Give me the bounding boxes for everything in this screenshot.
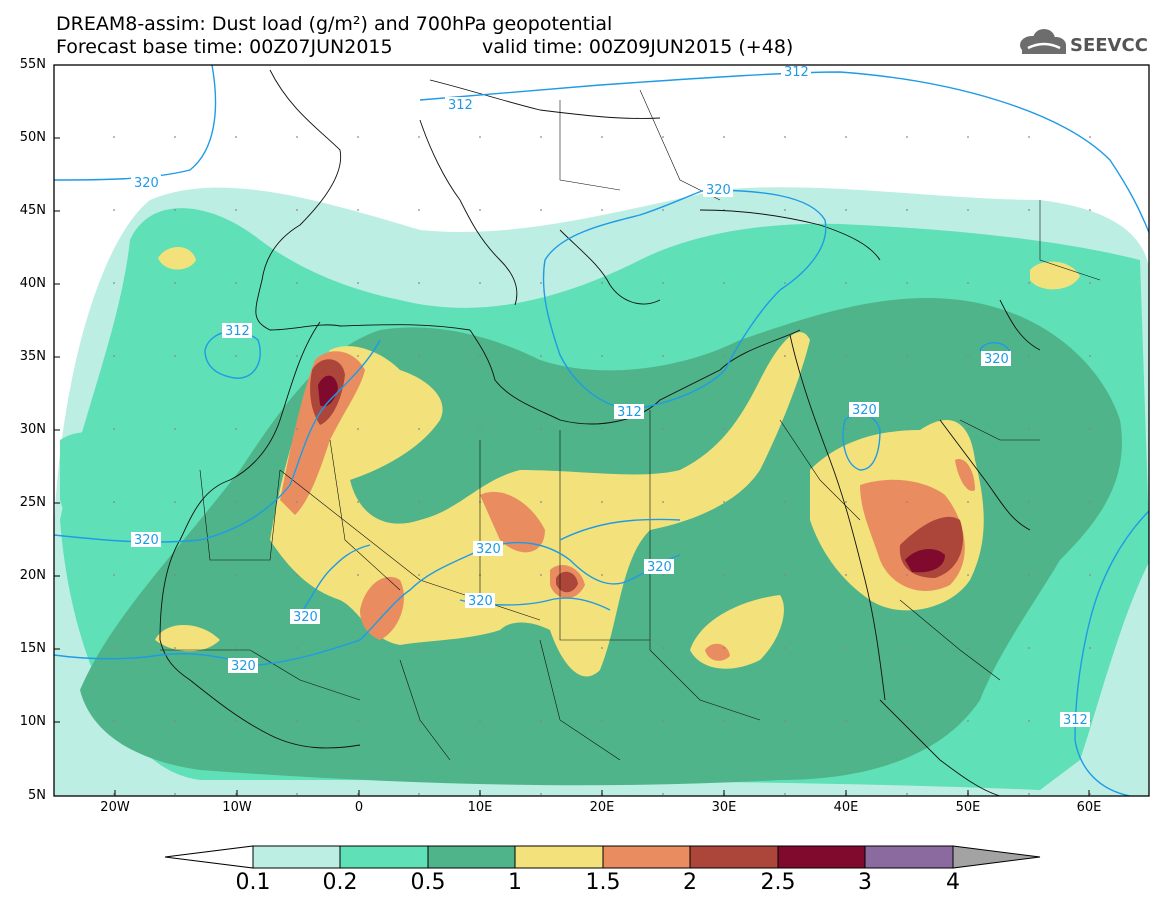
contour-label: 320 — [131, 175, 161, 191]
lat-label: 10N — [19, 714, 46, 729]
svg-text:312: 312 — [448, 98, 473, 113]
lat-label: 40N — [19, 276, 46, 291]
contour-label: 320 — [290, 609, 320, 625]
grid-dots — [54, 65, 1149, 796]
svg-text:320: 320 — [647, 560, 672, 575]
svg-text:320: 320 — [134, 533, 159, 548]
colorbar-bin — [689, 845, 779, 869]
lon-label: 20E — [589, 800, 615, 815]
lat-label: 5N — [28, 788, 46, 803]
colorbar-label: 0.2 — [322, 870, 358, 895]
svg-text:312: 312 — [1063, 713, 1088, 728]
contour-label: 312 — [1060, 712, 1090, 728]
colorbar-bin — [602, 845, 691, 869]
contour-label: 312 — [781, 64, 811, 80]
contour-label: 320 — [131, 532, 161, 548]
contour-label: 320 — [644, 559, 674, 575]
lat-label: 30N — [19, 422, 46, 437]
svg-text:320: 320 — [134, 176, 159, 191]
lon-label: 40E — [833, 800, 859, 815]
lat-label: 55N — [19, 57, 46, 72]
map-title: DREAM8-assim: Dust load (g/m²) and 700hP… — [56, 13, 613, 35]
colorbar-label: 3 — [858, 870, 872, 895]
contour-label: 320 — [473, 541, 503, 557]
colorbar-label: 0.1 — [235, 870, 271, 895]
colorbar-bin — [864, 845, 954, 869]
lon-label: 60E — [1076, 800, 1102, 815]
lat-label: 35N — [19, 349, 46, 364]
cloud-logo-icon: SEEVCCC — [1020, 29, 1161, 56]
valid-time: valid time: 00Z09JUN2015 (+48) — [482, 36, 794, 58]
svg-text:320: 320 — [852, 403, 877, 418]
lon-label: 10W — [222, 800, 252, 815]
axis-ticks — [54, 64, 1090, 796]
contour-label: 320 — [228, 658, 258, 674]
country-borders — [160, 89, 1101, 761]
contour-label: 320 — [465, 593, 495, 609]
svg-text:320: 320 — [468, 594, 493, 609]
colorbar-bin — [427, 845, 516, 869]
contour-labels: 312 312 312 312 312 320 320 320 320 320 … — [131, 64, 1090, 728]
lat-label: 20N — [19, 568, 46, 583]
colorbar-label: 2 — [683, 870, 697, 895]
colorbar-high-arrow — [952, 845, 1041, 869]
colorbar-bin — [252, 845, 341, 869]
forecast-base-time: Forecast base time: 00Z07JUN2015 — [56, 36, 393, 58]
contour-label: 312 — [445, 97, 475, 113]
logo-text: SEEVCCC — [1070, 35, 1148, 56]
lat-label: 15N — [19, 641, 46, 656]
contour-label: 320 — [981, 351, 1011, 367]
colorbar-bin — [777, 845, 866, 869]
colorbar-label: 4 — [946, 870, 960, 895]
svg-text:320: 320 — [293, 610, 318, 625]
lat-label: 25N — [19, 495, 46, 510]
lon-label: 10E — [467, 800, 493, 815]
seevccc-logo: SEEVCCC — [1018, 26, 1161, 58]
colorbar-bin — [339, 845, 429, 869]
svg-text:320: 320 — [476, 542, 501, 557]
lat-label: 50N — [19, 130, 46, 145]
lon-label: 20W — [100, 800, 130, 815]
colorbar-bin — [514, 845, 604, 869]
lat-label: 45N — [19, 203, 46, 218]
svg-text:320: 320 — [231, 659, 256, 674]
colorbar-label: 0.5 — [410, 870, 446, 895]
colorbar-label: 1 — [508, 870, 522, 895]
colorbar-low-arrow — [164, 845, 254, 869]
lon-label: 50E — [955, 800, 981, 815]
contour-label: 320 — [703, 182, 733, 198]
colorbar-label: 1.5 — [585, 870, 621, 895]
svg-text:312: 312 — [617, 405, 642, 420]
coastlines — [159, 69, 1041, 796]
svg-text:320: 320 — [706, 183, 731, 198]
contour-label: 320 — [849, 402, 879, 418]
svg-text:312: 312 — [225, 324, 250, 339]
colorbar-label: 2.5 — [760, 870, 796, 895]
colorbar — [164, 845, 1041, 869]
contour-label: 312 — [614, 404, 644, 420]
contour-label: 312 — [222, 323, 252, 339]
svg-text:312: 312 — [784, 65, 809, 80]
lon-label: 0 — [354, 800, 364, 815]
svg-text:320: 320 — [984, 352, 1009, 367]
lon-label: 30E — [711, 800, 737, 815]
